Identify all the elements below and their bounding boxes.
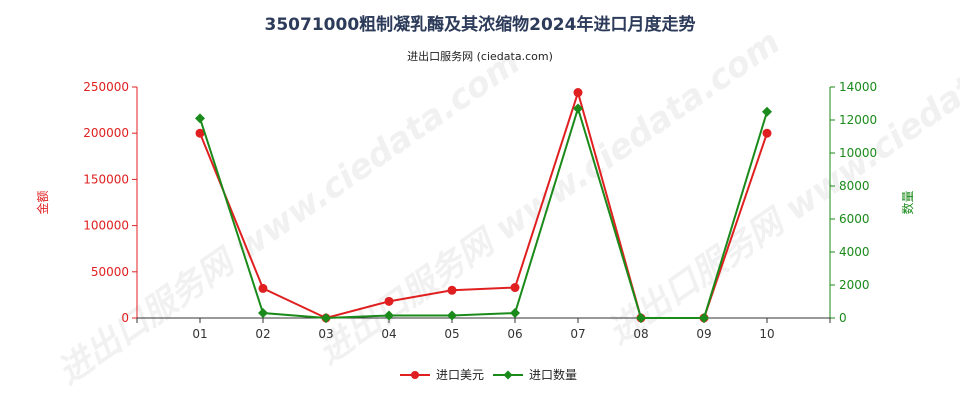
y-right-tick-label: 8000 [839, 179, 870, 193]
x-tick-label: 06 [507, 327, 522, 341]
y-left-tick-label: 0 [121, 311, 129, 325]
legend-label: 进口数量 [529, 367, 577, 382]
y-left-tick-label: 250000 [83, 80, 129, 94]
data-point [258, 283, 268, 293]
x-tick-label: 07 [570, 327, 585, 341]
data-point [510, 283, 520, 293]
x-tick-label: 03 [318, 327, 333, 341]
data-point [699, 313, 709, 323]
data-point [447, 285, 457, 295]
chart-subtitle: 进出口服务网 (ciedata.com) [407, 50, 553, 63]
data-point [384, 296, 394, 306]
series-line [199, 89, 768, 320]
data-point [573, 103, 583, 114]
data-point [510, 308, 520, 319]
x-tick-label: 08 [633, 327, 648, 341]
chart-title: 35071000粗制凝乳酶及其浓缩物2024年进口月度走势 [264, 15, 696, 35]
y-left-axis-label: 金额 [35, 190, 50, 214]
y-right-tick-label: 14000 [839, 80, 877, 94]
data-point [573, 88, 583, 98]
data-point [384, 310, 394, 321]
legend-marker [411, 371, 419, 379]
x-tick-label: 10 [759, 327, 774, 341]
y-right-tick-label: 12000 [839, 113, 877, 127]
y-right-tick-label: 10000 [839, 146, 877, 160]
legend-marker [503, 370, 513, 380]
x-tick-label: 04 [381, 327, 396, 341]
y-right-tick-label: 6000 [839, 212, 870, 226]
data-point [195, 128, 205, 138]
x-tick-label: 09 [696, 327, 711, 341]
x-tick-label: 05 [444, 327, 459, 341]
data-point [447, 310, 457, 321]
y-left-tick-label: 100000 [83, 219, 129, 233]
x-tick-label: 02 [255, 327, 270, 341]
data-point [195, 113, 205, 124]
x-tick-label: 01 [192, 327, 207, 341]
data-point [636, 313, 646, 323]
legend-label: 进口美元 [436, 368, 484, 382]
y-right-tick-label: 0 [839, 311, 847, 325]
data-point [258, 308, 268, 319]
y-left-tick-label: 150000 [83, 172, 129, 186]
y-left-tick-label: 50000 [91, 265, 129, 279]
y-right-axis-label: 数量 [900, 190, 915, 214]
data-point [321, 313, 331, 323]
y-right-tick-label: 2000 [839, 278, 870, 292]
y-left-tick-label: 200000 [83, 126, 129, 140]
series-line [199, 105, 768, 320]
data-point [762, 106, 772, 117]
data-point [762, 128, 772, 138]
y-right-tick-label: 4000 [839, 245, 870, 259]
